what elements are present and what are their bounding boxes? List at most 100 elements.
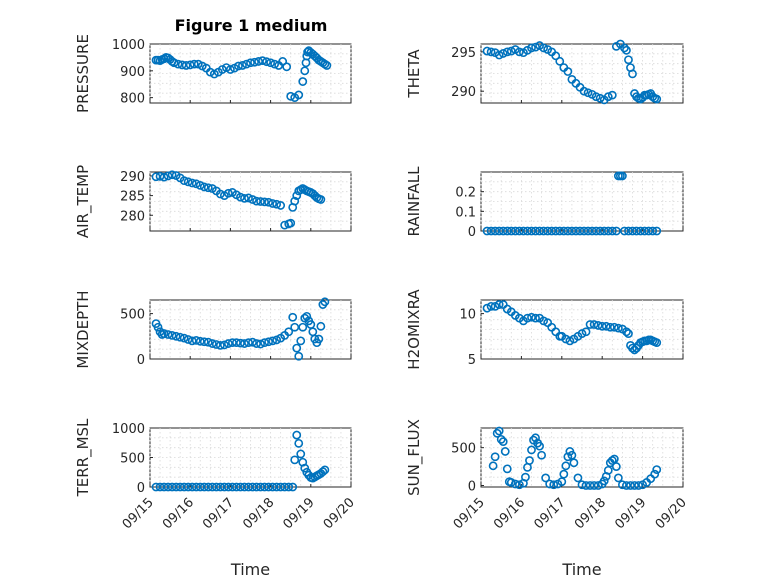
y-tick-label: 1000	[112, 422, 145, 437]
data-point	[510, 479, 520, 489]
data-point	[537, 450, 546, 460]
y-tick-label: 500	[120, 308, 145, 323]
data-point	[292, 343, 302, 353]
data-point	[486, 301, 496, 311]
data-point	[254, 57, 263, 66]
data-point	[167, 330, 177, 340]
data-point	[264, 482, 273, 492]
data-point	[256, 339, 265, 349]
data-point	[272, 482, 282, 492]
data-point	[519, 226, 528, 236]
data-point	[573, 473, 583, 483]
data-point	[488, 461, 498, 471]
y-axis-label: THETA	[405, 49, 423, 99]
data-point	[171, 482, 181, 492]
y-tick-label: 295	[451, 46, 476, 61]
data-point	[270, 59, 280, 69]
data-point	[236, 482, 245, 492]
data-point	[303, 47, 312, 57]
data-point	[539, 226, 549, 236]
data-point	[607, 90, 617, 100]
data-point	[260, 338, 269, 348]
x-tick-label: 09/17	[532, 495, 569, 532]
data-point	[322, 61, 332, 70]
x-tick-label: 09/18	[572, 495, 609, 532]
data-point	[314, 334, 324, 344]
y-tick-label: 0	[468, 225, 476, 240]
y-tick-label: 900	[120, 65, 145, 80]
data-point	[187, 336, 197, 346]
x-axis-label: Time	[561, 560, 601, 579]
data-point	[506, 478, 516, 487]
data-point	[555, 56, 565, 66]
data-point	[506, 46, 516, 56]
data-point	[527, 226, 536, 236]
y-tick-label: 500	[451, 442, 476, 457]
data-point	[292, 430, 302, 440]
data-point	[163, 330, 173, 339]
data-point	[561, 461, 571, 471]
subplot-4: 0 0.1 0.2 RAINFALL	[405, 166, 684, 240]
data-point	[284, 327, 294, 337]
data-point	[644, 226, 654, 236]
data-point	[482, 303, 492, 313]
data-point	[232, 482, 241, 492]
data-point	[195, 336, 205, 346]
data-point	[294, 438, 304, 448]
data-point	[506, 226, 516, 236]
data-point	[498, 437, 508, 447]
y-axis-label: H2OMIXRA	[405, 289, 423, 370]
data-point	[250, 57, 259, 67]
data-point	[640, 226, 650, 236]
subplot-7: 0 500 1000 TERR_MSL 09/15 09/16 09/17 09/18 09/1…	[74, 418, 358, 579]
data-point	[191, 335, 201, 345]
data-point	[191, 179, 201, 189]
data-point	[173, 59, 183, 69]
data-point	[258, 56, 267, 66]
data-point	[535, 226, 544, 236]
data-point	[622, 45, 631, 55]
data-point	[559, 469, 569, 479]
y-axis-label: PRESSURE	[74, 34, 92, 113]
data-point	[622, 481, 631, 490]
data-point	[155, 482, 165, 492]
data-point	[175, 332, 185, 342]
data-point	[490, 301, 500, 311]
data-point	[577, 329, 587, 338]
data-point	[225, 65, 235, 74]
data-point	[618, 480, 627, 490]
data-point	[549, 480, 559, 490]
y-tick-label: 800	[120, 92, 145, 107]
data-point	[183, 335, 193, 344]
data-point	[252, 196, 261, 206]
data-point	[151, 172, 161, 182]
data-point	[203, 482, 213, 492]
data-point	[284, 482, 294, 492]
data-point	[583, 226, 593, 236]
data-point	[539, 316, 549, 326]
data-point	[207, 339, 217, 348]
y-axis-label: RAINFALL	[405, 166, 423, 237]
data-point	[256, 482, 265, 492]
data-point	[298, 322, 308, 332]
data-point	[525, 456, 534, 465]
data-point	[589, 481, 599, 490]
data-point	[595, 226, 605, 236]
data-point	[620, 226, 629, 236]
data-point	[300, 66, 310, 76]
data-point	[175, 482, 185, 492]
data-point	[583, 88, 593, 98]
data-point	[611, 226, 621, 236]
data-point	[223, 482, 233, 492]
data-point	[652, 226, 662, 236]
data-point	[296, 336, 306, 346]
data-point	[240, 482, 249, 492]
data-point	[577, 480, 587, 490]
data-point	[316, 195, 326, 204]
data-point	[203, 337, 213, 347]
data-point	[302, 311, 312, 321]
figure-title: Figure 1 medium	[175, 16, 328, 35]
data-point	[494, 50, 504, 60]
